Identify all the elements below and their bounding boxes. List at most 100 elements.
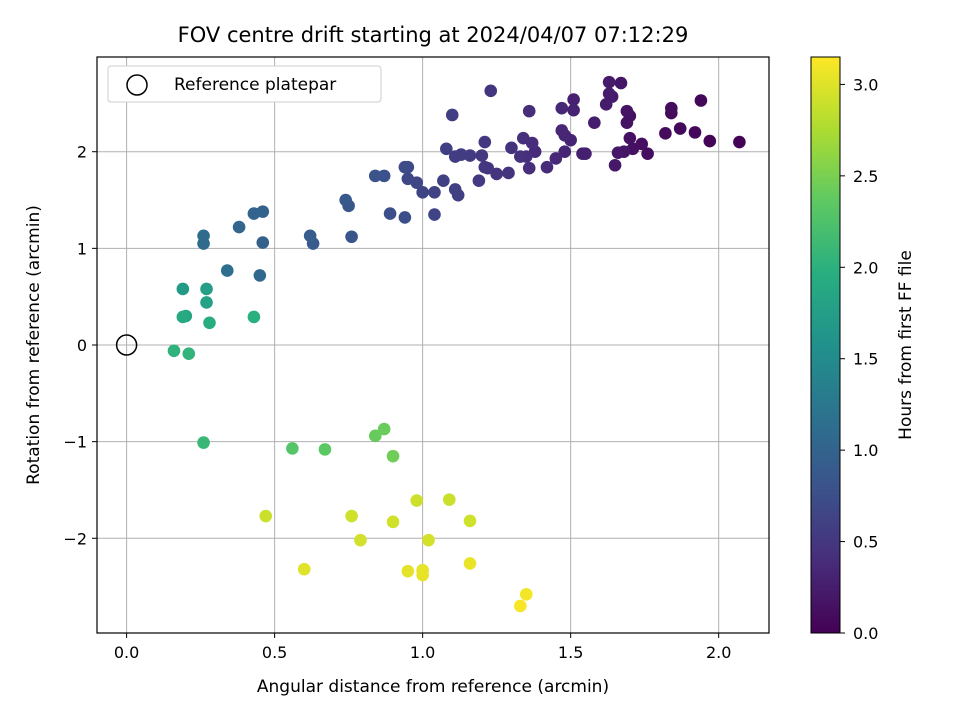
data-point [377,422,391,436]
y-tick-label: −2 [63,529,87,548]
data-point [602,87,616,101]
data-point [232,220,246,234]
x-tick-label: 0.5 [262,643,287,662]
colorbar-tick-label: 1.0 [853,441,878,460]
data-point [303,229,317,243]
data-point [247,310,261,324]
data-point [611,146,625,159]
data-point [475,149,489,162]
data-point [602,75,616,89]
data-point [398,160,412,174]
data-point [576,147,589,160]
legend-box [107,65,382,103]
data-points [167,75,746,613]
y-axis-label: Rotation from reference (arcmin) [24,205,44,485]
data-point [416,186,429,199]
data-point [318,443,332,456]
data-point [478,160,492,174]
data-point [437,174,450,188]
y-tick-label: −1 [63,433,87,452]
data-point [588,116,601,130]
data-point [416,568,429,582]
data-point [472,174,486,188]
data-point [555,101,569,115]
data-point [463,557,477,570]
data-point [398,211,412,224]
data-point [368,169,382,183]
data-point [567,93,580,106]
data-point [410,494,424,507]
colorbar-tick-label: 2.5 [853,167,878,186]
data-point [620,104,634,118]
data-point [386,515,400,529]
y-ticks: −2 −1 0 1 2 [63,143,97,548]
data-point [694,94,708,107]
data-point [440,142,453,156]
data-point [176,310,190,324]
data-point [514,150,527,163]
data-point [599,98,613,111]
y-tick-label: 0 [77,336,87,355]
data-point [200,282,213,296]
data-point [220,264,234,277]
colorbar-label: Hours from first FF file [896,250,916,440]
data-point [377,169,391,183]
data-point [448,183,462,196]
data-point [623,131,637,145]
data-point [339,193,352,207]
data-point [659,127,672,140]
data-point [445,108,459,122]
data-point [354,533,367,547]
data-point [297,562,311,576]
x-tick-label: 1.5 [558,643,583,662]
data-point [478,135,492,149]
data-point [259,509,273,523]
data-point [442,493,456,506]
data-point [540,160,554,174]
data-point [197,436,210,449]
x-ticks: 0.0 0.5 1.0 1.5 2.0 [114,633,731,662]
data-point [167,344,181,358]
x-tick-label: 0.0 [114,643,139,662]
data-point [567,103,580,117]
data-point [558,145,572,159]
data-point [256,236,270,249]
data-point [247,207,261,220]
data-point [345,230,358,244]
colorbar-tick-label: 0.0 [853,624,878,643]
data-point [463,514,477,528]
data-point [505,141,518,155]
data-point [514,599,527,613]
data-point [401,564,415,578]
data-point [448,150,462,163]
data-point [428,186,441,199]
data-point [490,167,503,181]
grid [97,57,769,633]
data-point [203,316,216,330]
data-point [368,429,382,443]
data-point [522,104,536,118]
data-point [484,84,498,98]
data-point [703,134,717,148]
data-point [383,207,397,220]
data-point [345,509,358,523]
y-tick-label: 2 [77,143,87,162]
colorbar-tick-label: 2.0 [853,258,878,277]
colorbar-tick-label: 1.5 [853,350,878,369]
data-point [176,282,190,296]
data-point [428,208,441,221]
legend-label: Reference platepar [174,75,336,95]
data-point [608,158,622,172]
data-point [555,124,569,137]
data-point [516,131,530,145]
colorbar: 0.0 0.5 1.0 1.5 2.0 2.5 3.0 Hours from first F… [810,56,916,643]
data-point [665,101,678,115]
colorbar-tick-label: 3.0 [853,75,878,94]
data-point [197,229,210,243]
y-tick-label: 1 [77,239,87,258]
data-point [422,533,435,547]
data-point [522,161,536,175]
x-axis-label: Angular distance from reference (arcmin) [257,677,609,697]
data-point [253,269,267,282]
